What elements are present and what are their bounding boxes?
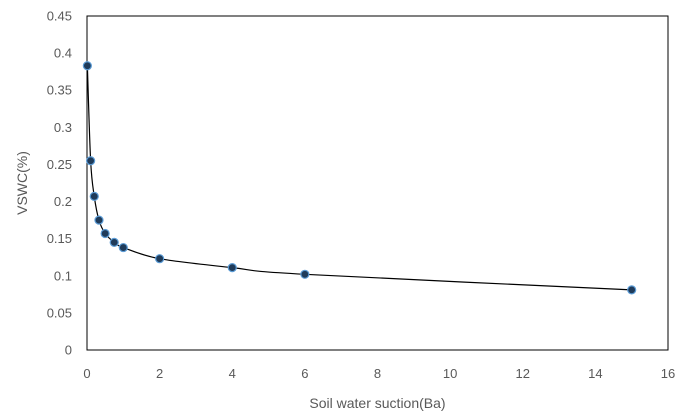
- x-tick-label: 16: [661, 366, 675, 381]
- y-tick-label: 0.3: [54, 120, 72, 135]
- data-point: [89, 191, 99, 201]
- y-tick-label: 0.05: [47, 305, 72, 320]
- x-tick-label: 14: [588, 366, 602, 381]
- y-axis-title: VSWC(%): [14, 151, 30, 215]
- x-tick-label: 8: [374, 366, 381, 381]
- data-point: [86, 156, 96, 166]
- data-point: [300, 269, 310, 279]
- data-point: [100, 228, 110, 239]
- data-point: [94, 215, 104, 225]
- data-point: [118, 242, 128, 253]
- y-tick-label: 0.25: [47, 157, 72, 172]
- y-tick-label: 0.15: [47, 231, 72, 246]
- y-axis-ticks: 0 0.05 0.1 0.15 0.2 0.25 0.3 0.35 0.4 0.45: [47, 9, 72, 358]
- y-tick-label: 0.1: [54, 268, 72, 283]
- data-point: [155, 254, 165, 264]
- data-point: [227, 263, 237, 273]
- x-tick-label: 4: [229, 366, 236, 381]
- y-tick-label: 0.35: [47, 83, 72, 98]
- x-axis-title: Soil water suction(Ba): [309, 395, 445, 411]
- data-point: [109, 237, 119, 247]
- y-tick-label: 0: [65, 343, 72, 358]
- y-tick-label: 0.2: [54, 194, 72, 209]
- x-tick-label: 2: [156, 366, 163, 381]
- x-tick-label: 6: [301, 366, 308, 381]
- plot-area: [86, 15, 669, 351]
- data-point: [82, 61, 92, 71]
- x-tick-label: 12: [516, 366, 530, 381]
- x-tick-label: 0: [83, 366, 90, 381]
- x-axis-ticks: 0 2 4 6 8 10 12 14 16: [83, 366, 675, 381]
- data-point: [627, 285, 637, 295]
- x-tick-label: 10: [443, 366, 457, 381]
- data-points: [82, 61, 637, 295]
- fitted-curve: [86, 65, 632, 291]
- y-tick-label: 0.4: [54, 46, 72, 61]
- y-tick-label: 0.45: [47, 9, 72, 24]
